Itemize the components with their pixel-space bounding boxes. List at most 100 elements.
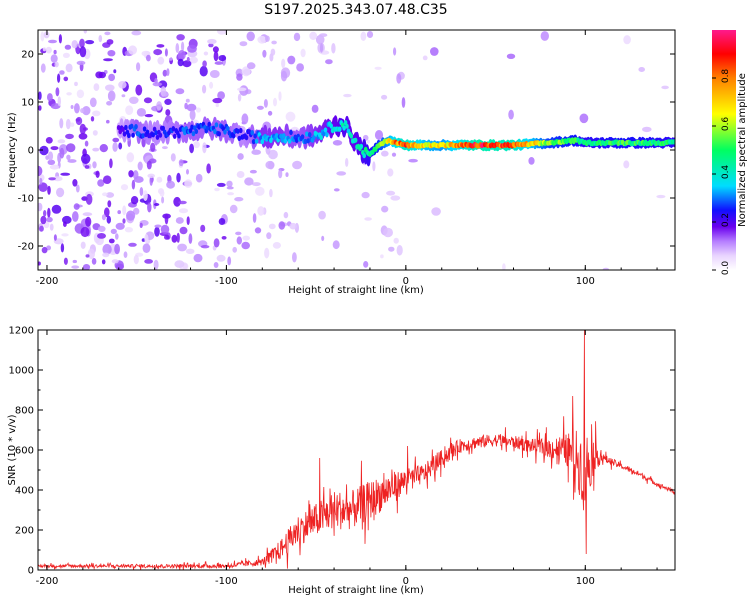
noise-blob: [60, 243, 65, 253]
noise-blob: [85, 40, 95, 45]
noise-blob: [49, 223, 54, 231]
y-tick-label: 0: [28, 566, 34, 577]
noise-blob: [265, 160, 275, 170]
noise-blob: [78, 133, 88, 140]
noise-blob: [159, 189, 165, 197]
noise-blob: [129, 96, 139, 105]
noise-blob: [162, 91, 169, 97]
noise-blob: [168, 57, 173, 61]
noise-blob: [38, 202, 43, 212]
noise-blob: [47, 185, 51, 195]
noise-blob: [528, 157, 535, 165]
noise-blob: [80, 226, 90, 238]
y-tick-label: 10: [21, 98, 34, 109]
noise-blob: [254, 186, 265, 196]
noise-blob: [50, 103, 61, 110]
noise-blob: [177, 50, 186, 60]
noise-blob: [214, 61, 223, 65]
y-tick-label: 1200: [9, 326, 34, 337]
noise-blob: [209, 70, 220, 78]
noise-blob: [74, 103, 80, 114]
noise-blob: [63, 257, 68, 265]
noise-blob: [227, 192, 235, 196]
ridge-core: [226, 126, 230, 132]
noise-blob: [156, 101, 163, 111]
noise-blob: [58, 34, 63, 44]
noise-blob: [162, 146, 168, 150]
noise-blob: [47, 151, 54, 161]
noise-blob: [602, 267, 610, 270]
noise-blob: [97, 179, 105, 187]
noise-blob: [186, 216, 190, 226]
noise-blob: [40, 215, 47, 225]
noise-blob: [218, 218, 226, 225]
noise-blob: [506, 53, 516, 59]
noise-blob: [66, 143, 76, 153]
snr-frame: [37, 329, 676, 571]
noise-blob: [158, 80, 168, 89]
noise-blob: [212, 97, 223, 104]
noise-blob: [287, 55, 296, 65]
noise-blob: [164, 234, 170, 240]
ridge-core: [250, 130, 254, 136]
noise-blob: [213, 262, 219, 268]
noise-blob: [214, 187, 220, 192]
noise-blob: [156, 176, 163, 183]
noise-blob: [212, 46, 219, 53]
noise-blob: [257, 35, 267, 44]
noise-blob: [174, 260, 185, 268]
noise-blob: [137, 161, 143, 171]
noise-blob: [99, 144, 109, 153]
noise-blob: [40, 31, 45, 42]
noise-blob: [79, 123, 87, 135]
noise-blob: [79, 46, 87, 58]
noise-blob: [164, 213, 169, 225]
noise-blob: [175, 43, 180, 53]
noise-blob: [396, 73, 402, 84]
noise-blob: [188, 233, 193, 244]
noise-blob: [125, 105, 134, 115]
noise-blob: [360, 31, 367, 41]
ridge-core: [177, 133, 181, 139]
noise-blob: [45, 137, 53, 144]
noise-blob: [79, 38, 85, 48]
noise-blob: [157, 56, 165, 65]
noise-blob: [112, 142, 118, 152]
noise-blob: [112, 137, 120, 143]
noise-blob: [82, 106, 91, 116]
noise-blob: [76, 60, 86, 66]
noise-blob: [254, 227, 262, 234]
noise-blob: [208, 43, 214, 48]
noise-blob: [42, 47, 47, 52]
noise-blob: [311, 104, 319, 113]
noise-blob: [237, 93, 242, 102]
noise-blob: [661, 85, 669, 90]
noise-blob: [40, 63, 46, 73]
noise-blob: [39, 177, 43, 185]
noise-blob: [57, 96, 61, 107]
noise-blob: [149, 175, 153, 186]
noise-blob: [232, 246, 237, 253]
noise-blob: [62, 52, 70, 59]
noise-blob: [321, 235, 325, 241]
noise-blob: [71, 40, 78, 49]
noise-blob: [73, 203, 80, 210]
noise-blob: [234, 197, 244, 202]
ridge-core: [217, 131, 221, 137]
noise-blob: [241, 66, 251, 77]
noise-blob: [101, 259, 106, 265]
x-tick-label: 0: [403, 576, 409, 587]
noise-blob: [85, 254, 90, 258]
noise-blob: [177, 243, 188, 252]
x-tick-label: 100: [576, 576, 595, 587]
noise-blob: [142, 243, 151, 253]
ridge-core: [253, 133, 257, 139]
ridge-core: [329, 123, 334, 129]
noise-blob: [203, 51, 209, 56]
ridge-core: [251, 139, 256, 145]
noise-blob: [160, 224, 170, 234]
noise-blob: [430, 47, 439, 56]
noise-blob: [46, 216, 53, 223]
noise-blob: [122, 205, 127, 216]
noise-blob: [105, 84, 115, 91]
